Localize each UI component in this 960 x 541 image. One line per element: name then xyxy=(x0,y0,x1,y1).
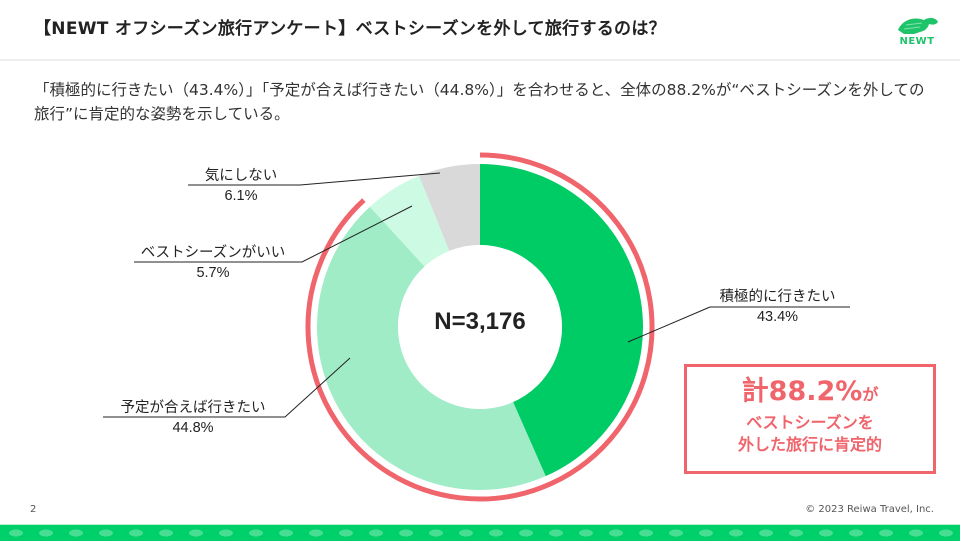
leader-line-if-schedule xyxy=(103,357,351,418)
donut-hole xyxy=(398,245,562,409)
slide-title: 【NEWT オフシーズン旅行アンケート】ベストシーズンを外して旅行するのは？ xyxy=(34,19,666,39)
footer-pattern xyxy=(0,529,960,537)
label-dont-care: 気にしない 6.1% xyxy=(186,166,296,206)
newt-logo: NEWT xyxy=(892,12,942,48)
donut-slice xyxy=(369,175,450,267)
lead-text: 「積極的に行きたい（43.4%）」「予定が合えば行きたい（44.8%）」を合わせ… xyxy=(34,81,925,123)
label-active: 積極的に行きたい 43.4% xyxy=(690,287,865,327)
callout-line-3: 外した旅行に肯定的 xyxy=(737,435,882,454)
label-value: 44.8% xyxy=(172,420,214,436)
leader-line-best-season xyxy=(134,205,413,263)
callout-prefix: 計 xyxy=(741,376,769,407)
footer-band xyxy=(0,524,960,541)
donut-slice xyxy=(316,206,546,491)
label-name: 気にしない xyxy=(204,168,278,184)
callout-headline: 計88.2%が xyxy=(687,375,933,412)
label-best-season: ベストシーズンがいい 5.7% xyxy=(124,243,302,283)
callout-suffix: が xyxy=(862,385,879,404)
callout-value: 88.2% xyxy=(768,376,863,407)
donut-slice xyxy=(419,164,480,251)
sample-size-label: N=3,176 xyxy=(434,308,526,335)
highlight-arc xyxy=(305,152,655,502)
header-divider xyxy=(0,59,960,61)
leader-lines xyxy=(103,172,850,418)
leader-line-dont-care xyxy=(188,172,441,186)
page-number: 2 xyxy=(30,504,37,515)
turtle-icon xyxy=(898,17,938,34)
donut-slices xyxy=(316,164,644,491)
summary-callout: 計88.2%が ベストシーズンを 外した旅行に肯定的 xyxy=(684,364,936,474)
label-value: 5.7% xyxy=(196,265,230,281)
label-name: ベストシーズンがいい xyxy=(140,245,286,261)
donut-slice xyxy=(480,164,644,477)
copyright: © 2023 Reiwa Travel, Inc. xyxy=(805,504,934,515)
callout-line-2: ベストシーズンを xyxy=(746,413,874,432)
logo-text: NEWT xyxy=(899,36,935,47)
label-value: 6.1% xyxy=(224,188,258,204)
label-name: 積極的に行きたい xyxy=(719,289,836,305)
label-value: 43.4% xyxy=(756,309,799,325)
label-name: 予定が合えば行きたい xyxy=(120,400,266,416)
label-if-schedule: 予定が合えば行きたい 44.8% xyxy=(100,398,286,438)
